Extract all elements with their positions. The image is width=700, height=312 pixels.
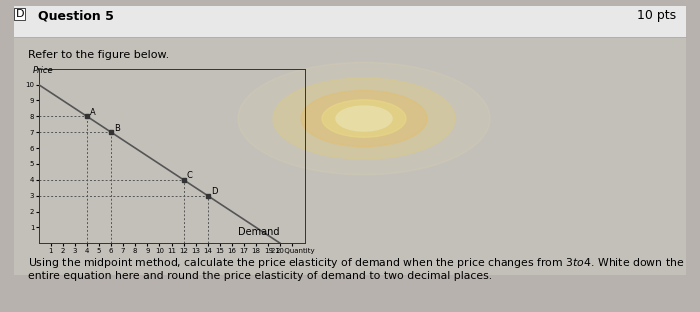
Text: B: B [114, 124, 120, 133]
Text: Using the midpoint method, calculate the price elasticity of demand when the pri: Using the midpoint method, calculate the… [28, 256, 685, 281]
Text: A: A [90, 108, 96, 117]
Text: Refer to the figure below.: Refer to the figure below. [28, 50, 169, 60]
Text: D: D [15, 9, 24, 19]
Text: D: D [211, 187, 217, 196]
Text: Demand: Demand [238, 227, 279, 237]
Text: Price: Price [32, 66, 53, 75]
Text: 10 pts: 10 pts [637, 9, 676, 22]
Text: Question 5: Question 5 [38, 9, 114, 22]
Text: C: C [187, 171, 192, 180]
